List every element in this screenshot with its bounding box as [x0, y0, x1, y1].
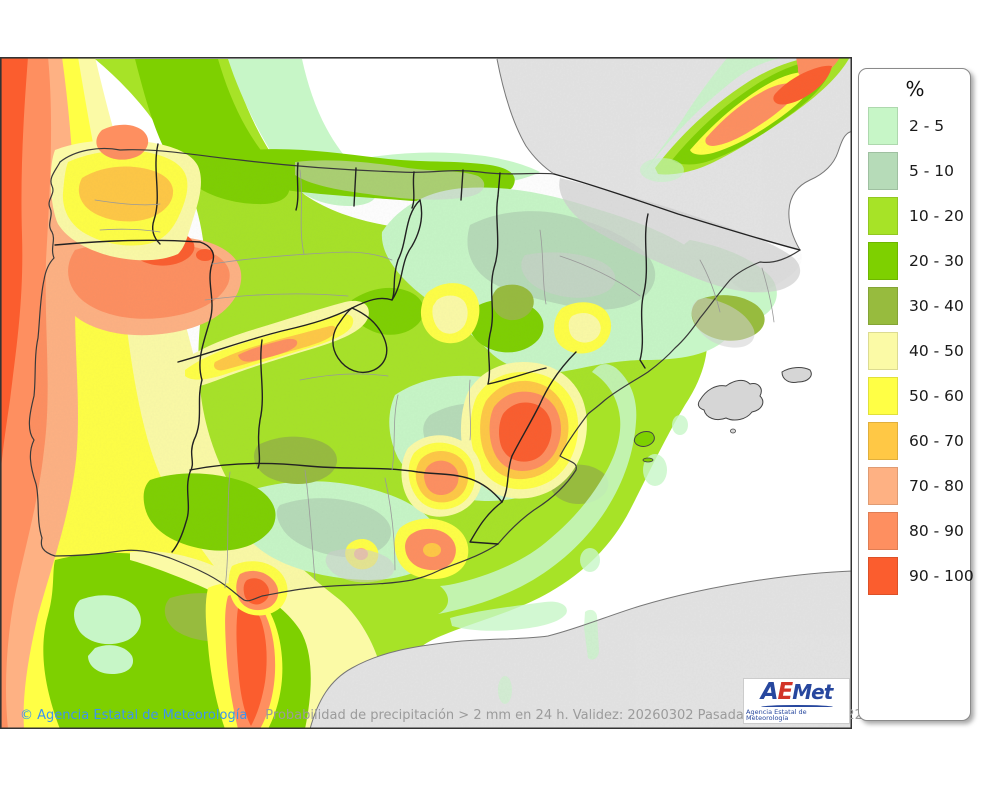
- map-frame: © Agencia Estatal de Meteorología Probab…: [0, 57, 888, 729]
- legend-row: 50 - 60: [868, 377, 970, 415]
- legend-row: 70 - 80: [868, 467, 970, 505]
- copyright-text: © Agencia Estatal de Meteorología: [20, 708, 248, 723]
- legend-row: 20 - 30: [868, 242, 970, 280]
- legend-label: 2 - 5: [909, 117, 945, 135]
- legend-label: 80 - 90: [909, 522, 964, 540]
- aemet-logo-word: A E Met: [760, 678, 834, 705]
- formentera-island: [642, 457, 654, 463]
- footer-bar: © Agencia Estatal de Meteorología Probab…: [20, 708, 888, 723]
- logo-subtitle: Agencia Estatal de Meteorología: [746, 707, 807, 722]
- precipitation-probability-map: [0, 57, 852, 729]
- menorca-island: [781, 367, 812, 383]
- map-border: [0, 57, 852, 729]
- logo-letters-met: Met: [792, 679, 833, 704]
- logo-letter-a: A: [760, 678, 779, 705]
- legend-label: 50 - 60: [909, 387, 964, 405]
- legend-row: 90 - 100: [868, 557, 974, 595]
- logo-letter-e: E: [777, 678, 794, 705]
- cabrera-island: [730, 428, 736, 434]
- mallorca-island: [697, 379, 764, 421]
- legend-label: 70 - 80: [909, 477, 964, 495]
- legend-swatch: [868, 467, 898, 505]
- legend-label: 5 - 10: [909, 162, 955, 180]
- legend-swatch: [868, 287, 898, 325]
- legend-swatch: [868, 152, 898, 190]
- legend-label: 60 - 70: [909, 432, 964, 450]
- legend-label: 30 - 40: [909, 297, 964, 315]
- legend-label: 10 - 20: [909, 207, 964, 225]
- legend-swatch: [868, 377, 898, 415]
- legend-label: 40 - 50: [909, 342, 964, 360]
- legend-swatch: [868, 557, 898, 595]
- legend-row: 60 - 70: [868, 422, 970, 460]
- legend-title: %: [905, 77, 925, 101]
- legend-label: 20 - 30: [909, 252, 964, 270]
- coastlines: [28, 58, 852, 729]
- legend-panel: % 2 - 5 5 - 10 10 - 20 20 - 30 30 - 40 4…: [858, 68, 974, 721]
- legend-swatch: [868, 197, 898, 235]
- aemet-logo: A E Met Agencia Estatal de Meteorología: [743, 678, 850, 724]
- legend-row: 80 - 90: [868, 512, 970, 550]
- legend-row: 5 - 10: [868, 152, 970, 190]
- logo-swoosh: [760, 704, 833, 707]
- province-boundaries: [94, 169, 775, 589]
- legend-row: 40 - 50: [868, 332, 970, 370]
- legend-swatch: [868, 422, 898, 460]
- legend-swatch: [868, 242, 898, 280]
- legend-swatch: [868, 107, 898, 145]
- region-boundaries: [54, 143, 801, 553]
- legend-row: 10 - 20: [868, 197, 970, 235]
- legend-swatch: [868, 512, 898, 550]
- legend-row: 30 - 40: [868, 287, 970, 325]
- ibiza-island: [633, 431, 655, 447]
- model-info-text: Probabilidad de precipitación > 2 mm en …: [265, 708, 888, 723]
- legend-label: 90 - 100: [909, 567, 974, 585]
- balearic-islands: [633, 367, 812, 463]
- legend-row: 2 - 5: [868, 107, 970, 145]
- legend-swatch: [868, 332, 898, 370]
